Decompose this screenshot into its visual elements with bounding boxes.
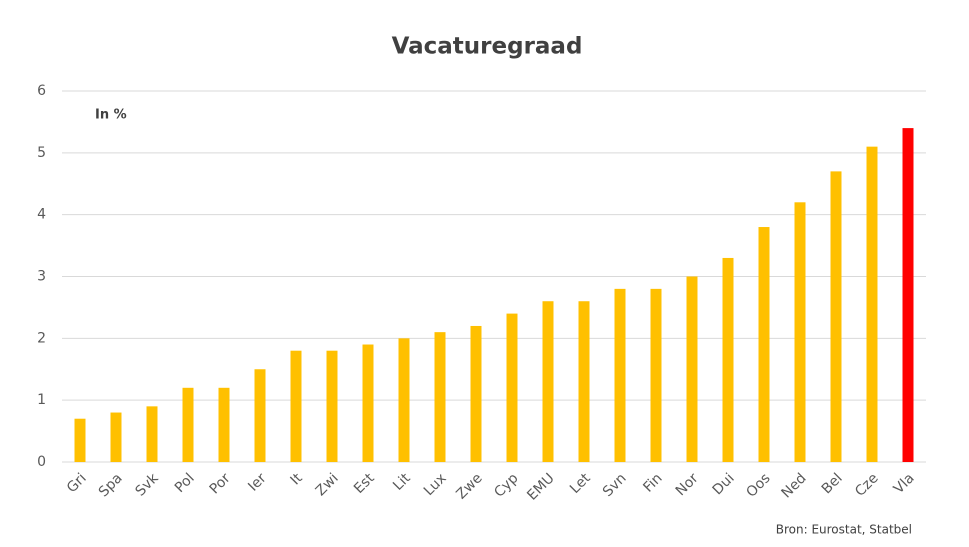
x-tick-label: Spa (96, 470, 126, 500)
x-tick-label: Ier (245, 470, 270, 495)
bar (290, 350, 302, 462)
bar (506, 313, 518, 462)
bar (758, 227, 770, 462)
bar (470, 325, 482, 462)
bar (254, 369, 266, 462)
source: Bron: Eurostat, Statbel (776, 523, 912, 537)
bar (182, 387, 194, 462)
bar (362, 344, 374, 462)
x-tick-label: Cyp (491, 470, 521, 500)
x-tick-label: Ned (779, 470, 810, 501)
bar (614, 288, 626, 462)
x-tick-label: Svn (600, 470, 630, 500)
x-tick-label: Bel (819, 470, 846, 497)
x-tick-label: It (288, 470, 306, 488)
x-tick-label: Lit (390, 470, 414, 494)
x-tick-label: Est (351, 470, 378, 497)
y-tick-label: 5 (37, 145, 46, 161)
y-tick-label: 4 (37, 207, 46, 223)
x-tick-label: Fin (640, 470, 665, 495)
bar (866, 146, 878, 462)
bar (434, 332, 446, 462)
x-tick-label: Oos (743, 470, 773, 500)
bar (830, 171, 842, 462)
bar (326, 350, 338, 462)
bar (902, 128, 914, 462)
y-tick-label: 2 (37, 330, 46, 346)
bar (722, 257, 734, 462)
bar (686, 276, 698, 462)
x-tick-label: Svk (132, 470, 162, 500)
x-tick-label: Zwi (313, 470, 342, 499)
bar (542, 301, 554, 462)
chart-title: Vacaturegraad (392, 34, 583, 60)
y-tick-label: 0 (37, 454, 46, 470)
y-tick-label: 6 (37, 83, 46, 99)
bar (398, 338, 410, 462)
x-tick-label: Zwe (453, 470, 485, 502)
x-tick-label: Dui (710, 470, 738, 498)
bar (650, 288, 662, 462)
x-tick-label: Lux (421, 470, 450, 499)
x-tick-label: Vla (891, 470, 918, 497)
x-tick-label: EMU (524, 470, 557, 503)
y-tick-label: 3 (37, 269, 46, 285)
x-tick-label: Nor (673, 470, 702, 499)
bar (110, 412, 122, 462)
y-tick-label: 1 (37, 392, 46, 408)
x-tick-label: Por (207, 470, 234, 497)
annotation: In % (95, 108, 127, 123)
x-tick-label: Cze (852, 470, 882, 500)
bar (578, 301, 590, 462)
bar (218, 387, 230, 462)
bar (794, 202, 806, 463)
x-tick-label: Gri (64, 470, 90, 496)
x-tick-label: Pol (172, 470, 198, 496)
x-tick-label: Let (567, 470, 594, 497)
bar (74, 418, 86, 462)
bar (146, 406, 158, 462)
